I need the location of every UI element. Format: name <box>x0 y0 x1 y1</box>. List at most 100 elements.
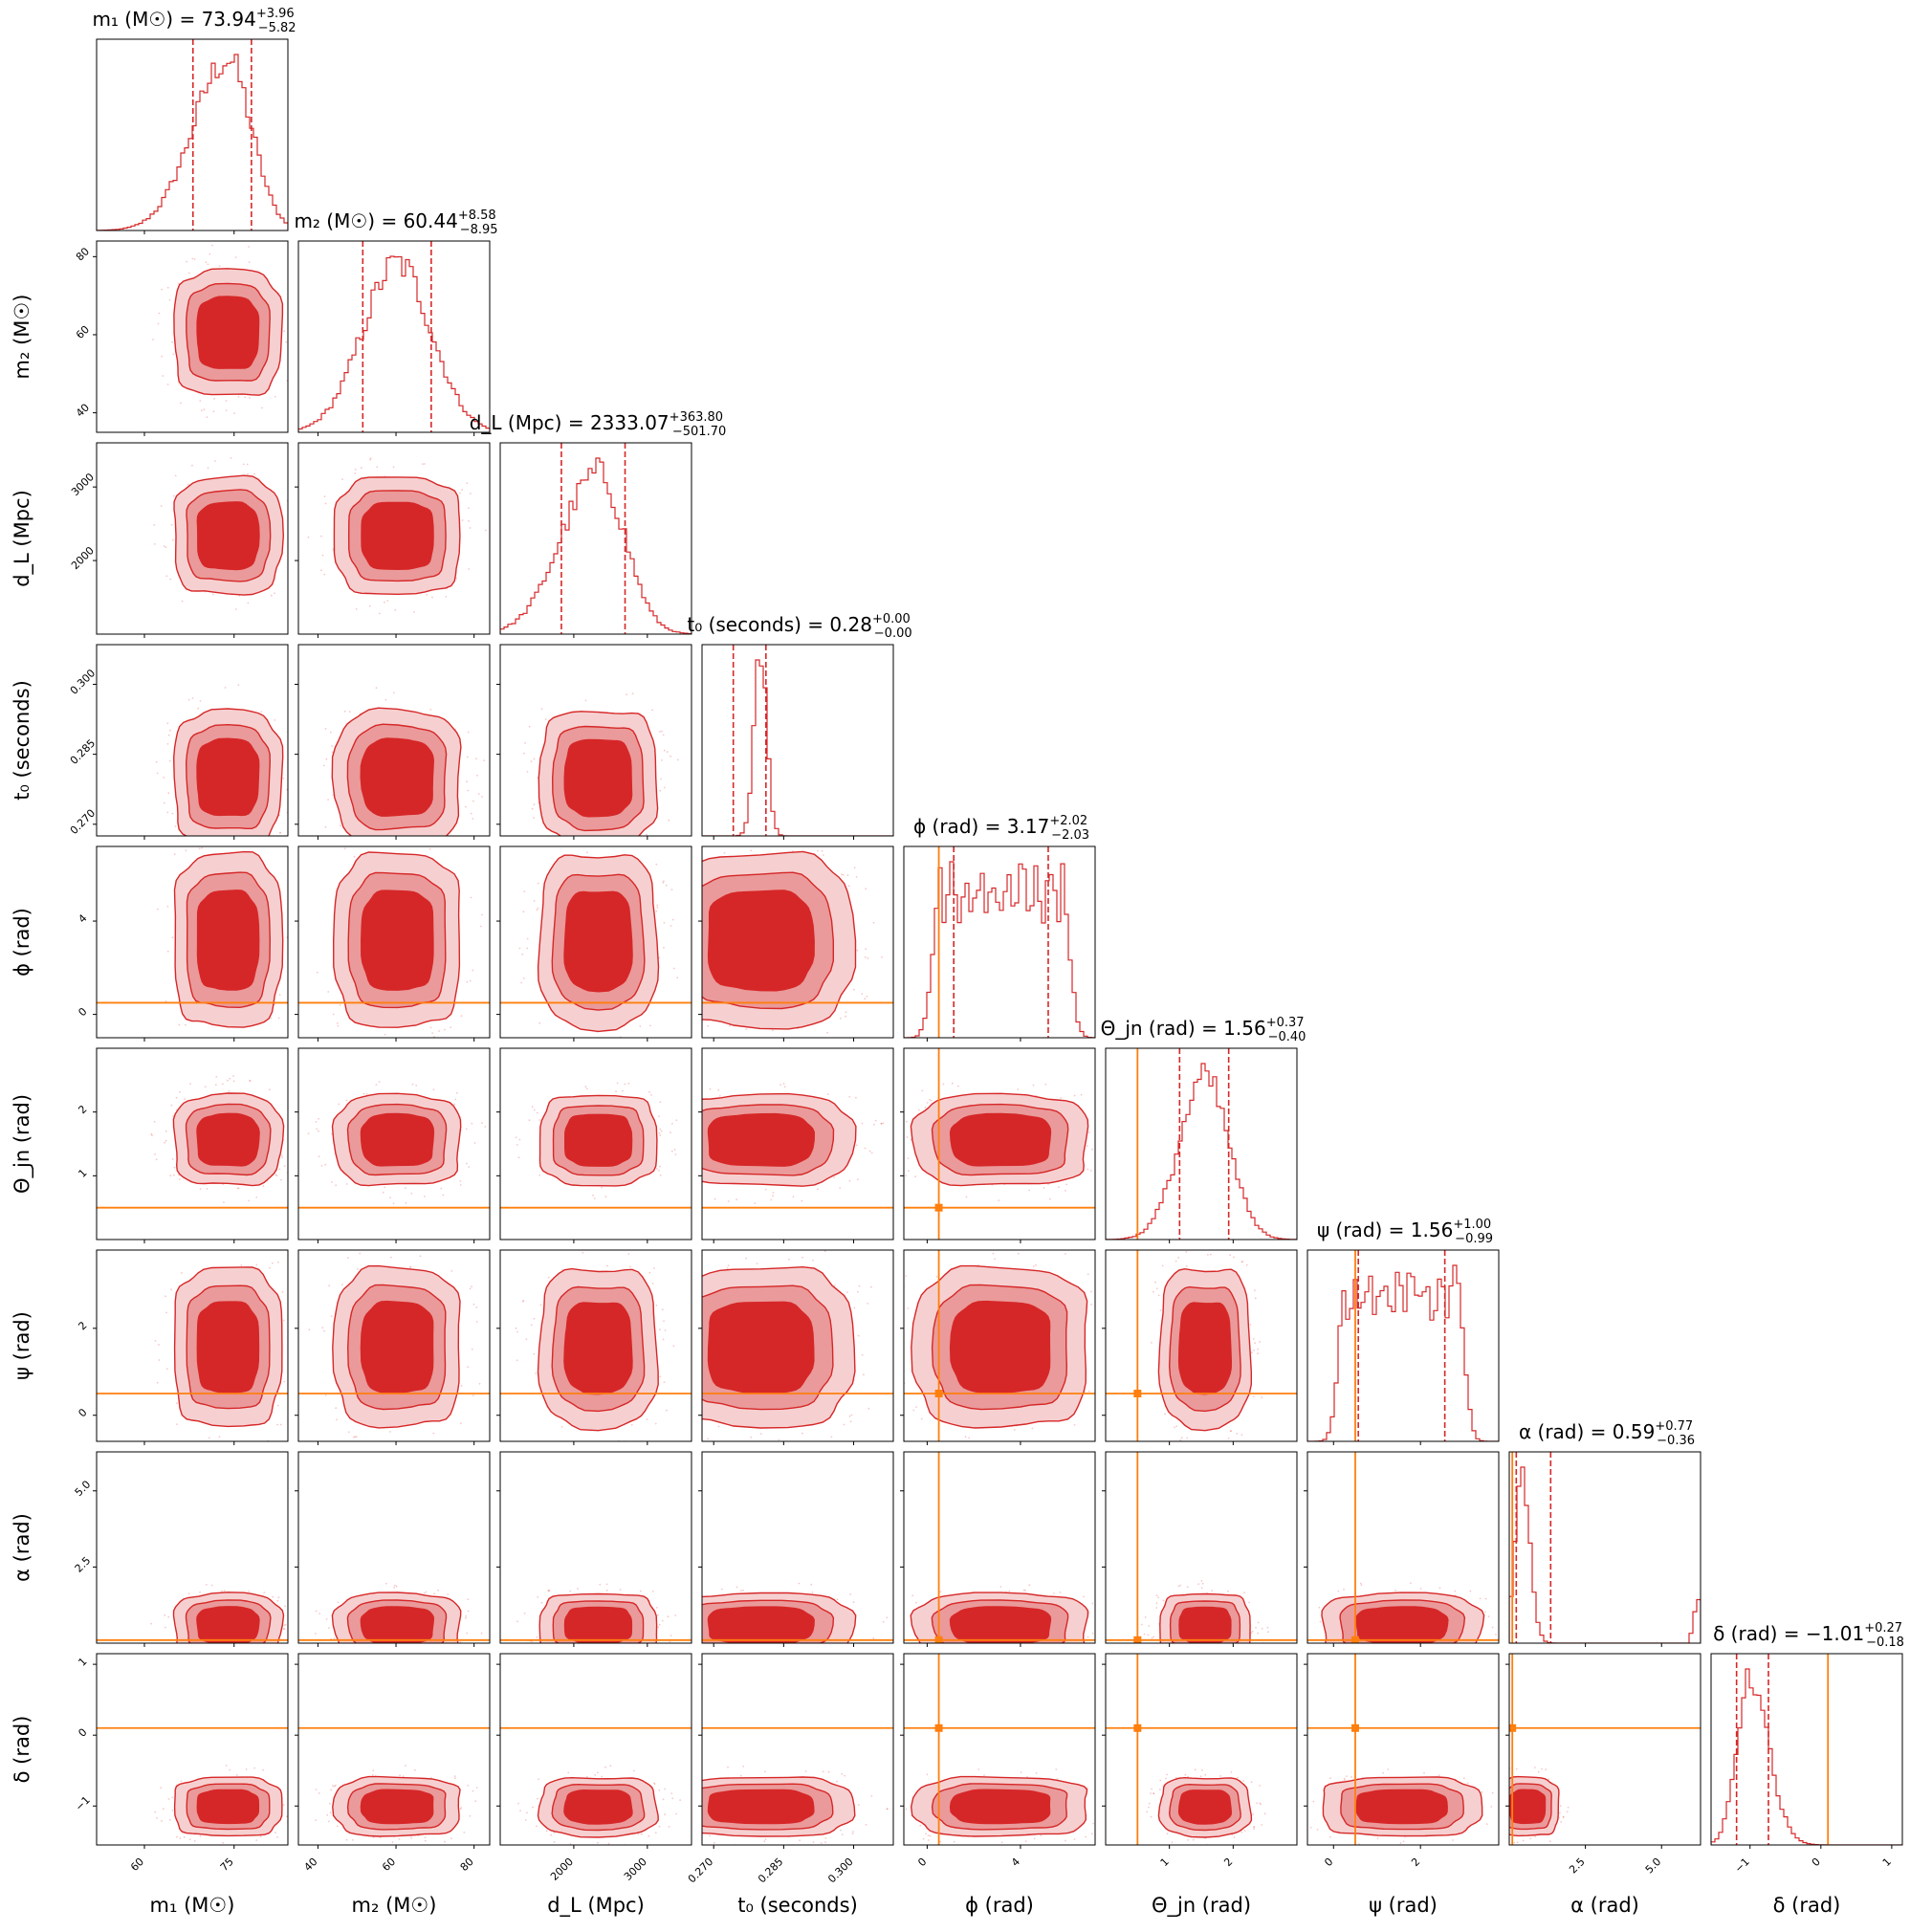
panel-frame <box>1105 1451 1298 1644</box>
sample-point <box>1185 1264 1188 1267</box>
sample-point <box>331 745 333 747</box>
sample-point <box>898 1601 900 1603</box>
sample-point <box>384 601 385 604</box>
sample-point <box>739 1774 742 1777</box>
panel-phi-vs-t0 <box>698 845 894 1042</box>
sample-point <box>215 1846 217 1848</box>
sample-point <box>166 743 169 745</box>
contour-1sigma <box>196 737 260 817</box>
sample-point <box>664 1329 667 1331</box>
sample-point <box>165 1295 166 1298</box>
x-tick-label: 0 <box>1322 1855 1335 1869</box>
sample-point <box>1184 1773 1187 1776</box>
sample-point <box>224 687 227 689</box>
sample-point <box>268 1088 271 1091</box>
sample-point <box>679 1799 681 1801</box>
panel-frame <box>701 1047 894 1240</box>
sample-point <box>524 1819 527 1821</box>
sample-point <box>214 460 216 462</box>
sample-point <box>294 1121 296 1123</box>
sample-point <box>1491 1791 1494 1794</box>
sample-point <box>740 1590 742 1592</box>
sample-point <box>1155 1287 1158 1290</box>
sample-point <box>533 1317 536 1320</box>
sample-point <box>522 1300 525 1302</box>
panel-content <box>693 1250 893 1441</box>
panel-content <box>702 1726 893 1845</box>
sample-point <box>384 1582 387 1585</box>
sample-point <box>336 837 338 839</box>
sample-point <box>840 1829 842 1832</box>
panel-content <box>904 1250 1101 1441</box>
x-axis-label-alpha: α (rad) <box>1570 1894 1639 1917</box>
sample-point <box>474 1800 477 1803</box>
sample-point <box>274 592 275 595</box>
sample-point <box>1173 1648 1175 1650</box>
sample-point <box>742 1589 744 1592</box>
panel-alpha-vs-t0 <box>698 1451 894 1647</box>
sample-point <box>1186 1586 1189 1589</box>
panel-frame <box>701 1451 894 1644</box>
sample-point <box>237 396 240 398</box>
sample-point <box>750 1436 753 1438</box>
x-tick-label: 60 <box>128 1855 146 1874</box>
sample-point <box>1484 1597 1487 1600</box>
sample-point <box>181 600 184 603</box>
sample-point <box>296 1372 297 1373</box>
sample-point <box>336 1418 338 1421</box>
sample-point <box>849 1420 852 1423</box>
sample-point <box>1222 1646 1224 1648</box>
sample-point <box>564 841 566 843</box>
panel-frame <box>701 845 894 1039</box>
panel-dL-vs-dL: d_L (Mpc) = 2333.07+363.80 −501.70 <box>470 410 726 638</box>
sample-point <box>658 1132 661 1134</box>
sample-point <box>246 1649 248 1651</box>
truth-marker <box>934 1723 943 1732</box>
sample-point <box>172 353 175 356</box>
sample-point <box>315 1610 318 1613</box>
sample-point <box>663 786 666 789</box>
panel-content <box>322 687 486 839</box>
sample-point <box>208 840 209 842</box>
sample-point <box>881 955 883 958</box>
sample-point <box>742 1766 744 1767</box>
sample-point <box>676 758 679 761</box>
sample-point <box>353 855 356 858</box>
sample-point <box>662 1338 665 1341</box>
sample-point <box>870 1152 873 1154</box>
sample-point <box>674 1153 677 1155</box>
sample-point <box>604 1196 607 1198</box>
sample-point <box>526 1811 528 1814</box>
sample-point <box>1500 1817 1502 1819</box>
sample-point <box>410 1193 413 1195</box>
sample-point <box>1104 1614 1106 1616</box>
sample-point <box>175 1096 178 1099</box>
sample-point <box>178 1178 181 1180</box>
sample-point <box>1099 1300 1101 1302</box>
sample-point <box>1153 1636 1154 1638</box>
sample-point <box>1100 1120 1102 1122</box>
sample-point <box>421 1650 423 1652</box>
sample-point <box>465 1162 468 1165</box>
sample-point <box>637 1833 640 1835</box>
panel-frame <box>96 644 289 837</box>
sample-point <box>515 1136 517 1139</box>
sample-point <box>1253 1828 1255 1831</box>
sample-point <box>545 1830 548 1833</box>
sample-point <box>654 1832 657 1834</box>
sample-point <box>415 1085 418 1087</box>
sample-point <box>698 1386 700 1388</box>
sample-point <box>359 1649 361 1651</box>
sample-point <box>398 1838 401 1840</box>
truth-marker <box>1133 1723 1142 1732</box>
sample-point <box>693 1339 695 1341</box>
panel-content <box>500 1252 692 1441</box>
sample-point <box>389 1431 391 1433</box>
sample-point <box>999 1846 1001 1848</box>
sample-point <box>1254 1289 1256 1291</box>
title-text: Θ_jn (rad) = 1.56 <box>1101 1017 1266 1040</box>
sample-point <box>560 1426 563 1428</box>
sample-point <box>199 1188 202 1191</box>
sample-point <box>1254 1342 1256 1345</box>
